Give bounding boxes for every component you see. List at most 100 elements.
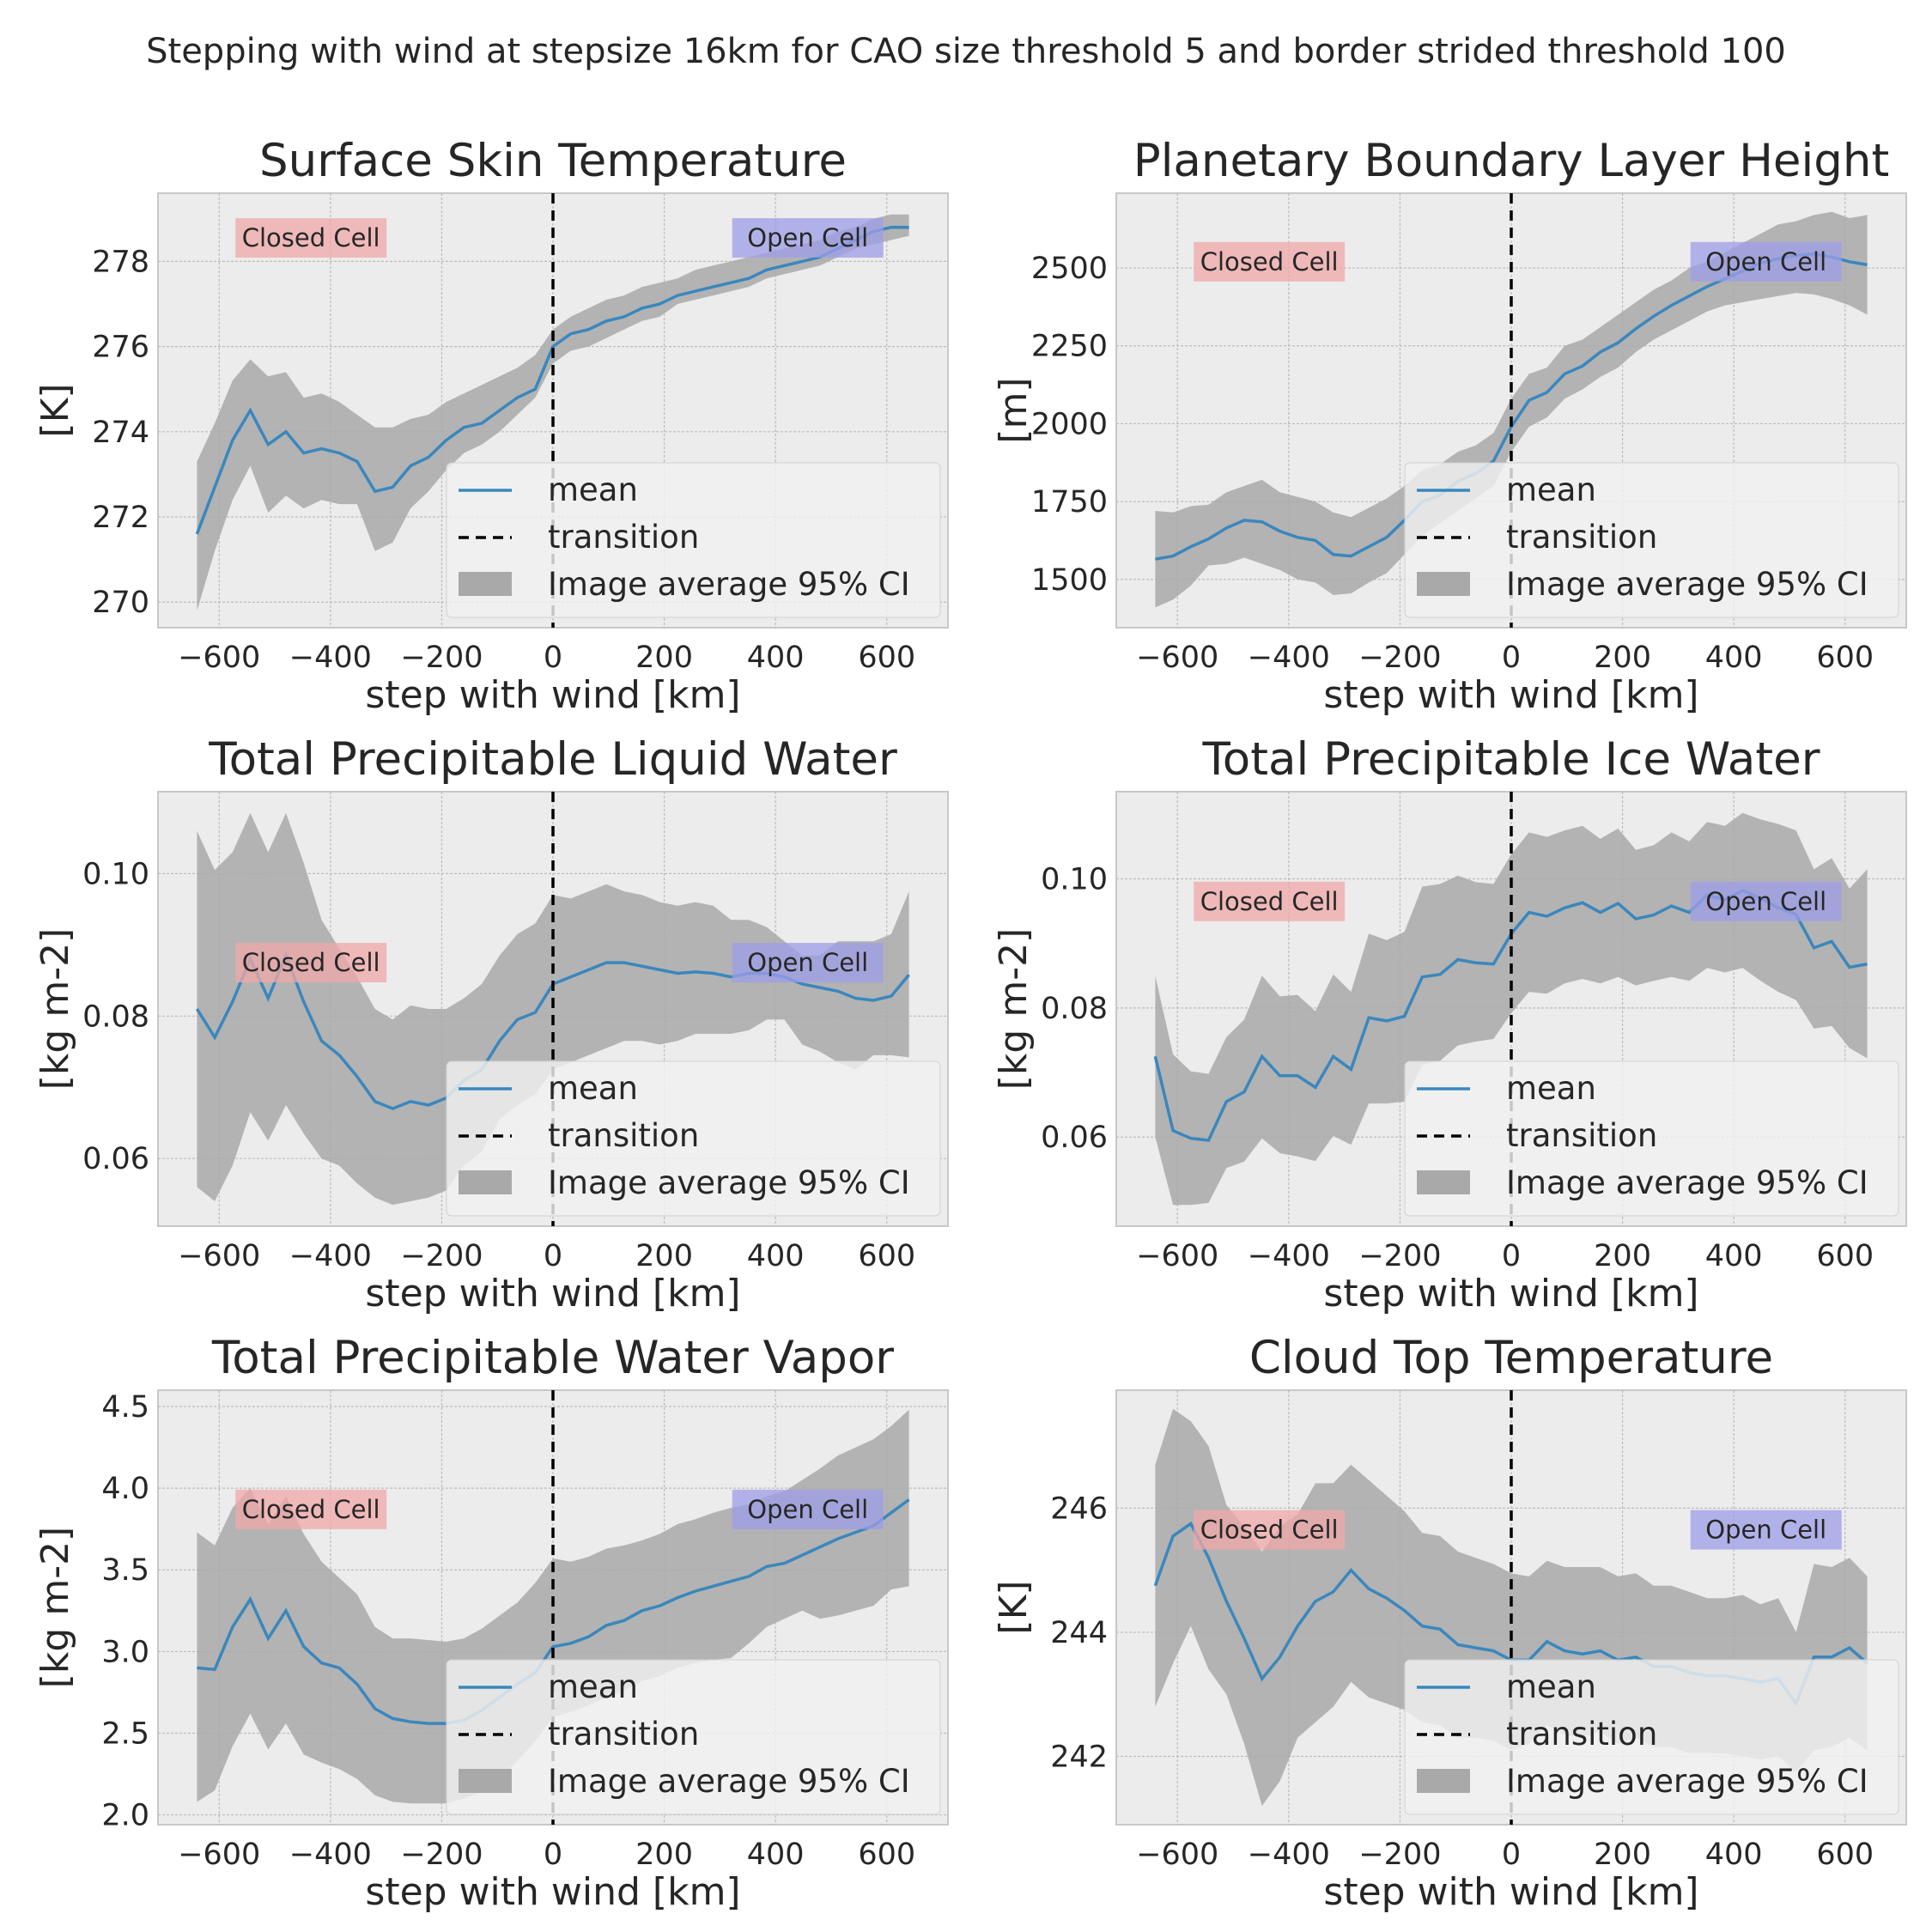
x-tick-label: 600 <box>1816 641 1874 675</box>
legend-ci-swatch <box>459 572 512 596</box>
closed-cell-label: Closed Cell <box>1200 887 1339 916</box>
x-tick-label: −400 <box>1248 641 1330 675</box>
subplot-3: −600 −400 −200 0 200 400 600 0.06 0.08 0.10 Total … <box>33 733 949 1315</box>
subplot-6: −600 −400 −200 0 200 400 600 242 244 246 Cloud Top… <box>992 1332 1907 1914</box>
x-tick-label: 200 <box>635 641 693 675</box>
x-tick-label: −200 <box>400 641 483 675</box>
x-tick-label: 400 <box>1705 1239 1763 1273</box>
x-tick-label: 400 <box>747 1838 805 1872</box>
x-tick-label: −400 <box>1248 1838 1330 1872</box>
x-tick-label: 600 <box>858 641 915 675</box>
y-tick-label: 272 <box>92 501 149 535</box>
x-tick-label: −200 <box>1358 1239 1441 1273</box>
x-tick-label: 400 <box>747 1239 805 1273</box>
x-tick-label: 0 <box>544 1838 562 1872</box>
legend-transition-label: transition <box>548 519 699 556</box>
open-cell-box <box>732 1489 884 1529</box>
x-tick-label: 200 <box>1594 1838 1651 1872</box>
y-axis-label: [K] <box>33 383 77 437</box>
legend-transition-label: transition <box>548 1117 699 1154</box>
x-tick-label: −400 <box>289 1838 372 1872</box>
x-tick-label: 400 <box>747 641 805 675</box>
y-tick-label: 1500 <box>1031 563 1108 598</box>
closed-cell-box <box>1194 881 1346 921</box>
y-tick-label: 1750 <box>1031 485 1108 519</box>
y-tick-label: 2250 <box>1031 330 1108 364</box>
open-cell-label: Open Cell <box>1705 247 1826 276</box>
legend-mean-label: mean <box>1506 1668 1596 1705</box>
legend-ci-label: Image average 95% CI <box>1506 1763 1868 1800</box>
legend-transition-label: transition <box>1506 1117 1657 1154</box>
legend-ci-label: Image average 95% CI <box>548 1164 910 1201</box>
closed-cell-label: Closed Cell <box>242 948 380 977</box>
y-tick-label: 0.06 <box>1041 1121 1108 1155</box>
subplot-1: −600 −400 −200 0 200 400 600 270 272 274 276 278 Sur… <box>33 135 949 717</box>
legend-ci-swatch <box>1417 1170 1470 1194</box>
legend: mean transition Image average 95% CI <box>446 1060 941 1217</box>
x-axis-label: step with wind [km] <box>1323 1272 1698 1315</box>
legend-frame <box>446 1060 941 1217</box>
y-tick-label: 278 <box>92 245 149 279</box>
subplot-title: Total Precipitable Ice Water <box>1201 733 1820 786</box>
x-tick-label: −200 <box>1358 641 1441 675</box>
open-cell-box <box>732 943 884 983</box>
ci-band <box>197 812 909 1206</box>
x-tick-label: −600 <box>1136 1838 1218 1872</box>
x-tick-label: −400 <box>289 641 372 675</box>
closed-cell-box <box>1194 241 1346 282</box>
y-tick-label: 244 <box>1050 1616 1108 1650</box>
y-tick-label: 2.5 <box>101 1716 149 1751</box>
x-axis-label: step with wind [km] <box>1323 673 1698 717</box>
x-axis-label: step with wind [km] <box>365 1870 740 1914</box>
legend-mean-label: mean <box>548 1070 638 1107</box>
legend-frame <box>446 462 941 618</box>
x-tick-label: 0 <box>544 1239 562 1273</box>
closed-cell-label: Closed Cell <box>1200 247 1339 276</box>
legend: mean transition Image average 95% CI <box>1404 1060 1899 1217</box>
y-axis-label: [kg m-2] <box>992 928 1036 1090</box>
x-tick-label: 400 <box>1705 1838 1763 1872</box>
legend: mean transition Image average 95% CI <box>1404 1659 1899 1815</box>
legend-ci-label: Image average 95% CI <box>548 566 910 603</box>
x-axis-label: step with wind [km] <box>365 1272 740 1315</box>
legend-frame <box>1404 462 1899 618</box>
x-tick-label: −400 <box>289 1239 372 1273</box>
x-tick-label: −200 <box>400 1838 483 1872</box>
legend-ci-label: Image average 95% CI <box>1506 566 1868 603</box>
y-tick-label: 4.0 <box>101 1472 149 1506</box>
open-cell-label: Open Cell <box>747 1495 868 1524</box>
legend-mean-label: mean <box>1506 471 1596 508</box>
open-cell-box <box>1690 1510 1842 1550</box>
legend-transition-label: transition <box>548 1716 699 1753</box>
closed-cell-box <box>235 943 387 983</box>
x-tick-label: −600 <box>178 1239 260 1273</box>
y-axis-label: [kg m-2] <box>33 1527 77 1688</box>
x-tick-label: −200 <box>1358 1838 1441 1872</box>
y-tick-label: 0.08 <box>1041 992 1108 1026</box>
y-tick-label: 242 <box>1050 1740 1108 1774</box>
x-tick-label: 600 <box>858 1239 915 1273</box>
y-tick-label: 2000 <box>1031 407 1108 441</box>
y-axis-label: [K] <box>992 1580 1036 1634</box>
x-tick-label: 200 <box>635 1239 693 1273</box>
subplot-title: Total Precipitable Liquid Water <box>208 733 897 786</box>
open-cell-label: Open Cell <box>1705 1516 1826 1545</box>
closed-cell-box <box>235 1489 387 1529</box>
x-tick-label: 200 <box>635 1838 693 1872</box>
y-tick-label: 274 <box>92 416 149 450</box>
y-tick-label: 3.0 <box>101 1635 149 1669</box>
y-tick-label: 246 <box>1050 1492 1108 1526</box>
y-tick-label: 0.06 <box>82 1142 149 1176</box>
y-tick-label: 0.10 <box>82 857 149 891</box>
subplot-title: Total Precipitable Water Vapor <box>211 1332 894 1384</box>
x-axis-label: step with wind [km] <box>365 673 740 717</box>
open-cell-label: Open Cell <box>747 948 868 977</box>
closed-cell-label: Closed Cell <box>242 223 380 252</box>
legend-ci-swatch <box>459 1170 512 1194</box>
legend: mean transition Image average 95% CI <box>1404 462 1899 618</box>
x-tick-label: 400 <box>1705 641 1763 675</box>
x-tick-label: 0 <box>1502 1838 1521 1872</box>
y-tick-label: 0.08 <box>82 999 149 1034</box>
subplot-5: −600 −400 −200 0 200 400 600 2.0 2.5 3.0 3.5 4.0 4.5… <box>33 1332 949 1914</box>
